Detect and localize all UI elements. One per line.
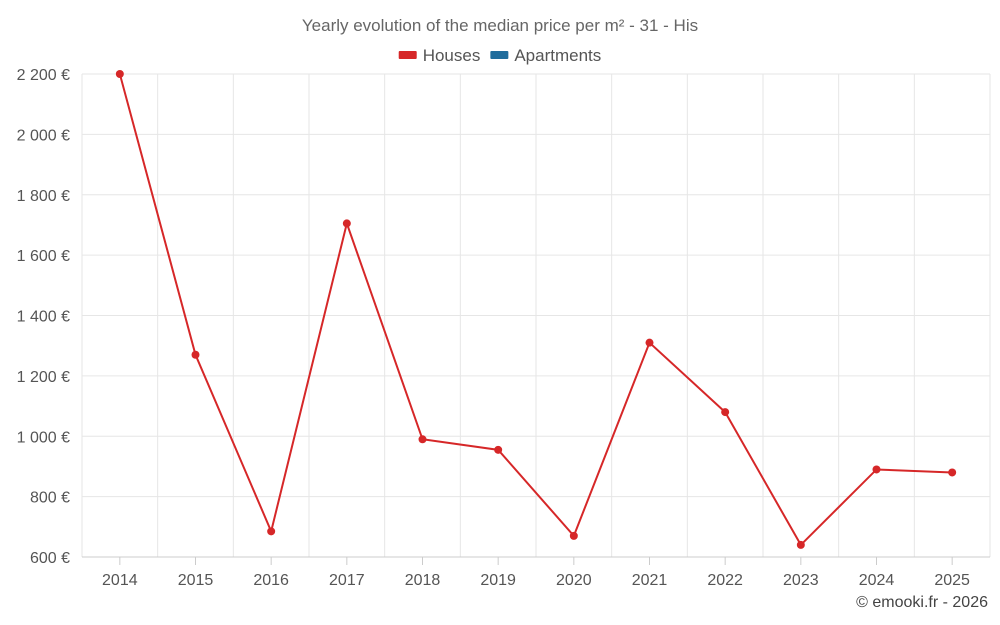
data-point[interactable] [796,540,805,549]
y-tick-label: 1 600 € [17,248,70,265]
y-tick-label: 1 400 € [17,309,70,326]
y-tick-label: 2 000 € [17,127,70,144]
data-point[interactable] [267,527,276,536]
x-tick-label: 2023 [783,572,819,589]
x-tick-label: 2014 [102,572,138,589]
legend-label-apartments[interactable]: Apartments [514,46,601,65]
y-tick-label: 1 200 € [17,369,70,386]
x-tick-label: 2022 [707,572,743,589]
y-tick-label: 1 800 € [17,188,70,205]
legend-swatch-apartments[interactable] [490,51,509,59]
y-tick-label: 600 € [30,550,70,567]
series-layer [115,70,957,549]
x-tick-label: 2016 [253,572,289,589]
y-tick-label: 1 000 € [17,429,70,446]
x-tick-label: 2025 [934,572,970,589]
grid [81,73,991,557]
legend-swatch-houses[interactable] [398,51,417,59]
data-point[interactable] [645,338,654,347]
series-line-houses [118,73,953,547]
data-point[interactable] [342,219,351,228]
x-tick-label: 2021 [632,572,668,589]
data-point[interactable] [721,408,730,417]
x-tick-label: 2019 [480,572,516,589]
x-tick-label: 2020 [556,572,592,589]
y-tick-label: 800 € [30,490,70,507]
data-point[interactable] [418,435,427,444]
data-point[interactable] [569,531,578,540]
legend-label-houses[interactable]: Houses [423,46,481,65]
x-tick-label: 2017 [329,572,365,589]
data-point[interactable] [872,465,881,474]
axes: 600 € 800 € 1 000 € 1 200 € 1 400 € 1 600 € 1 … [17,67,990,589]
x-tick-label: 2018 [405,572,441,589]
x-tick-label: 2024 [859,572,895,589]
data-point[interactable] [115,70,124,78]
credit-text: © emooki.fr - 2026 [856,594,988,611]
data-point[interactable] [494,445,503,454]
data-point[interactable] [191,350,200,359]
x-tick-label: 2015 [178,572,214,589]
chart-title: Yearly evolution of the median price per… [302,16,698,35]
legend: Houses Apartments [398,46,601,65]
y-tick-label: 2 200 € [17,67,70,84]
data-point[interactable] [948,468,957,477]
